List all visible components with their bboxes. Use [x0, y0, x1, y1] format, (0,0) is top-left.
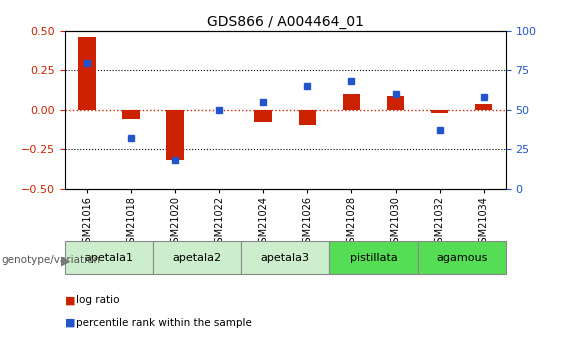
Bar — [475, 104, 493, 110]
Text: log ratio: log ratio — [76, 295, 120, 305]
Text: apetala1: apetala1 — [85, 253, 133, 263]
Bar — [65, 241, 153, 274]
Bar — [329, 241, 418, 274]
Text: apetala2: apetala2 — [173, 253, 221, 263]
Bar — [254, 110, 272, 122]
Text: ■: ■ — [65, 295, 76, 305]
Title: GDS866 / A004464_01: GDS866 / A004464_01 — [207, 14, 364, 29]
Bar — [418, 241, 506, 274]
Bar — [122, 110, 140, 119]
Bar — [342, 94, 360, 110]
Text: genotype/variation: genotype/variation — [1, 256, 100, 265]
Text: ■: ■ — [65, 318, 76, 327]
Bar — [298, 110, 316, 125]
Bar — [431, 110, 449, 113]
Bar — [153, 241, 241, 274]
Bar — [78, 37, 96, 110]
Text: agamous: agamous — [436, 253, 487, 263]
Text: pistillata: pistillata — [350, 253, 397, 263]
Bar — [241, 241, 329, 274]
Bar — [386, 97, 405, 110]
Text: apetala3: apetala3 — [261, 253, 310, 263]
Text: percentile rank within the sample: percentile rank within the sample — [76, 318, 252, 327]
Text: ▶: ▶ — [61, 254, 71, 267]
Bar — [166, 110, 184, 160]
